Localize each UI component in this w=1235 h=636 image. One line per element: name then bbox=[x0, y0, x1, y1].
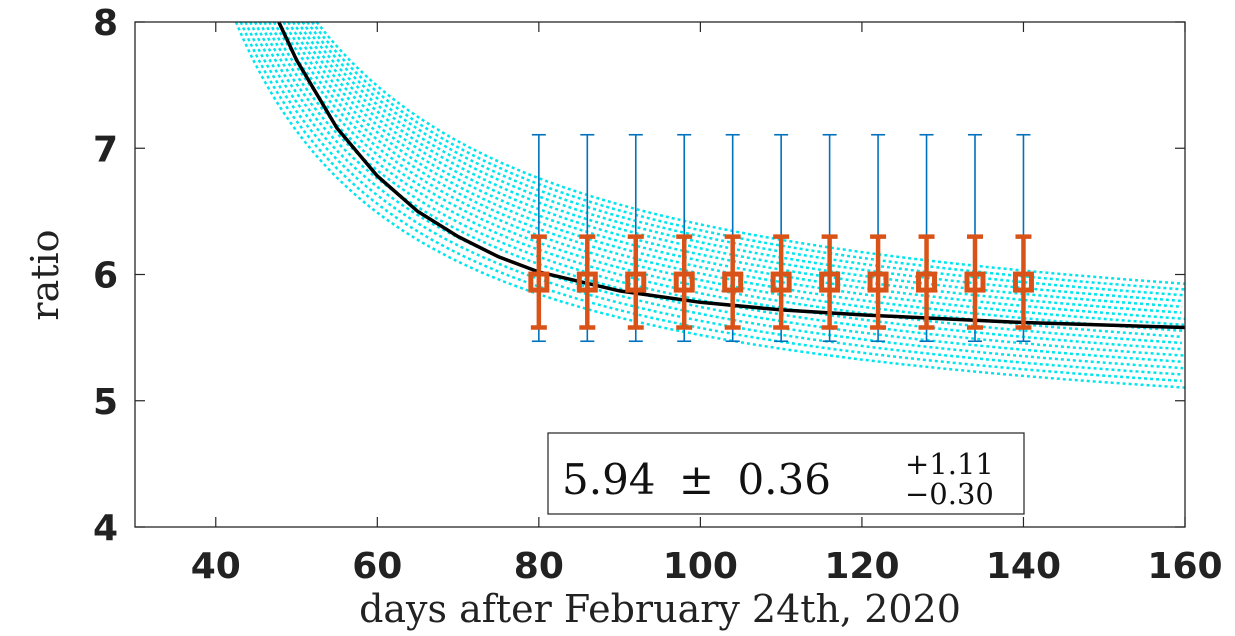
x-tick-label: 120 bbox=[824, 546, 899, 587]
data-point bbox=[1012, 271, 1034, 293]
stat-error-bar bbox=[627, 234, 644, 330]
data-point bbox=[722, 271, 744, 293]
band-curve bbox=[253, 21, 1184, 364]
result-annotation: 5.94 ± 0.36 +1.11 −0.30 bbox=[547, 432, 1025, 515]
stat-error-bar bbox=[1015, 234, 1032, 330]
y-tick-label: 6 bbox=[93, 256, 118, 297]
band-curve bbox=[296, 21, 1183, 309]
stat-error-bars bbox=[530, 234, 1032, 330]
annotation-sys-minus: −0.30 bbox=[905, 477, 994, 511]
stat-error-bar bbox=[530, 234, 547, 330]
data-point bbox=[964, 271, 986, 293]
data-point bbox=[528, 271, 550, 293]
band-curve bbox=[277, 21, 1184, 333]
band-curve bbox=[306, 21, 1184, 297]
stat-error-bar bbox=[918, 234, 935, 330]
data-point bbox=[625, 271, 647, 293]
x-tick-label: 40 bbox=[191, 546, 241, 587]
data-point bbox=[770, 271, 792, 293]
x-axis-label: days after February 24th, 2020 bbox=[359, 587, 961, 631]
band-curve bbox=[249, 21, 1184, 370]
band-curve bbox=[282, 21, 1185, 327]
x-tick-label: 80 bbox=[514, 546, 564, 587]
data-point bbox=[576, 271, 598, 293]
x-tick-label: 140 bbox=[986, 546, 1061, 587]
data-point bbox=[916, 271, 938, 293]
stat-error-bar bbox=[773, 234, 790, 330]
y-tick-label: 8 bbox=[93, 3, 118, 44]
axis-ticks bbox=[135, 21, 1186, 528]
band-curve bbox=[311, 21, 1185, 291]
band-curve bbox=[287, 21, 1185, 321]
annotation-central: 5.94 bbox=[562, 455, 656, 504]
band-curve bbox=[234, 21, 1186, 389]
fit-band bbox=[234, 21, 1186, 389]
y-tick-label: 7 bbox=[93, 129, 118, 170]
stat-error-bar bbox=[821, 234, 838, 330]
x-tick-labels: 40 60 80 100 120 140 160 bbox=[191, 546, 1223, 587]
band-curve bbox=[301, 21, 1183, 303]
y-tick-labels: 4 5 6 7 8 bbox=[93, 3, 118, 549]
annotation-box bbox=[547, 432, 1025, 515]
y-tick-label: 5 bbox=[93, 382, 118, 423]
band-curve bbox=[263, 21, 1182, 351]
annotation-sys-plus: +1.11 bbox=[905, 447, 994, 481]
data-point bbox=[867, 271, 889, 293]
annotation-stat: 0.36 bbox=[737, 455, 831, 504]
stat-error-bar bbox=[724, 234, 741, 330]
x-tick-label: 60 bbox=[352, 546, 402, 587]
stat-error-bar bbox=[579, 234, 596, 330]
annotation-pm: ± bbox=[679, 455, 714, 504]
stat-error-bar bbox=[676, 234, 693, 330]
band-curve bbox=[291, 21, 1182, 314]
band-curve bbox=[239, 21, 1182, 383]
x-tick-label: 100 bbox=[663, 546, 738, 587]
data-point bbox=[673, 271, 695, 293]
x-tick-label: 160 bbox=[1147, 546, 1222, 587]
band-curve bbox=[272, 21, 1183, 339]
data-point bbox=[819, 271, 841, 293]
svg-text:5.94 ± 0.36: 5.94 ± 0.36 bbox=[562, 455, 831, 504]
data-markers bbox=[528, 271, 1034, 293]
stat-error-bar bbox=[967, 234, 983, 330]
band-curve bbox=[244, 21, 1183, 376]
band-curve bbox=[315, 21, 1186, 285]
y-tick-label: 4 bbox=[93, 508, 118, 549]
stat-error-bar bbox=[870, 234, 887, 330]
y-axis-label: ratio bbox=[23, 229, 67, 320]
